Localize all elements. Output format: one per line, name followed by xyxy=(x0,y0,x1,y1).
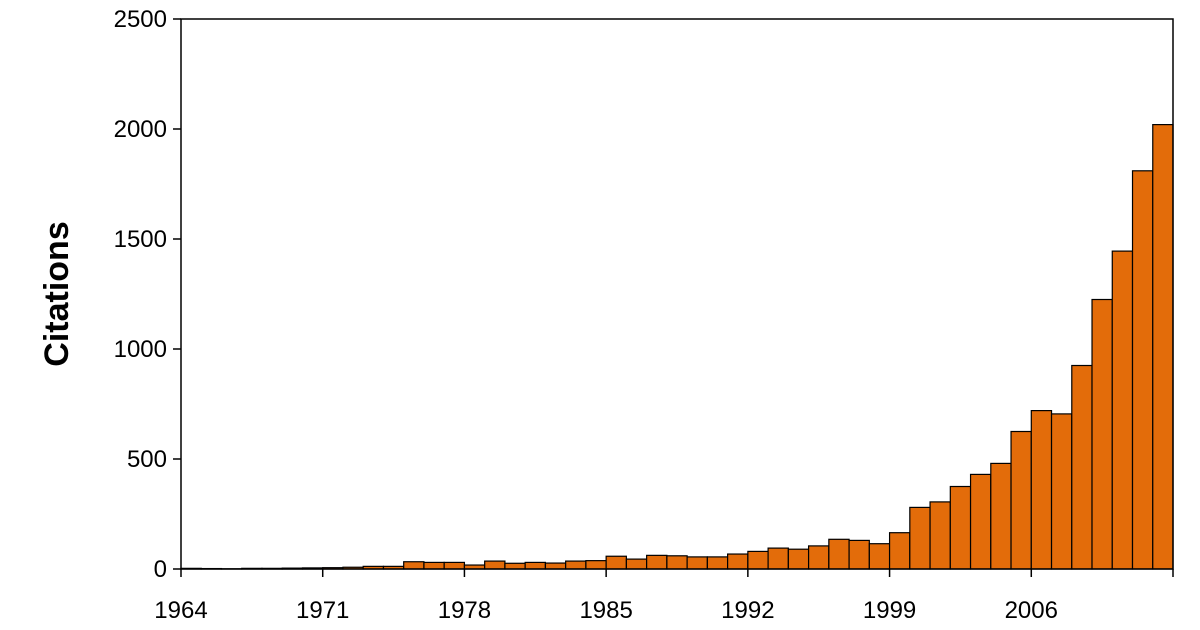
bar-2004 xyxy=(990,462,1012,570)
bar-1997 xyxy=(848,539,870,570)
bar-1988 xyxy=(666,555,688,570)
bar-1987 xyxy=(646,554,668,570)
bar-2000 xyxy=(909,506,931,570)
bar-1985 xyxy=(605,555,627,570)
bar-1975 xyxy=(403,561,425,570)
x-tick-label: 1992 xyxy=(721,597,774,624)
bar-2006 xyxy=(1030,410,1053,570)
bar-2005 xyxy=(1010,430,1032,570)
bar-1981 xyxy=(524,561,546,570)
bar-2002 xyxy=(949,485,972,570)
x-tick-label: 2006 xyxy=(1005,597,1058,624)
bar-1976 xyxy=(423,561,445,570)
plot-frame xyxy=(180,18,1174,570)
bars-layer xyxy=(180,123,1174,570)
bar-1990 xyxy=(706,556,729,570)
bar-2007 xyxy=(1050,413,1073,570)
bar-1986 xyxy=(625,558,648,570)
x-tick-label: 1964 xyxy=(154,597,207,624)
y-tick-label: 2500 xyxy=(114,6,167,33)
bar-2011 xyxy=(1131,170,1154,570)
bar-2003 xyxy=(969,473,992,570)
bar-1989 xyxy=(686,556,708,570)
y-tick-label: 1500 xyxy=(114,226,167,253)
bar-1982 xyxy=(544,562,567,570)
bar-2010 xyxy=(1111,250,1134,570)
bar-2001 xyxy=(929,501,951,570)
bar-2008 xyxy=(1071,364,1093,570)
bar-1995 xyxy=(807,545,830,570)
x-tick-label: 1985 xyxy=(579,597,632,624)
bar-1993 xyxy=(767,547,789,570)
bar-1980 xyxy=(504,562,526,570)
bar-1977 xyxy=(443,561,466,570)
y-tick-label: 500 xyxy=(127,446,167,473)
bar-1998 xyxy=(868,543,891,570)
y-axis: 0 500 1000 1500 2000 2500 xyxy=(114,6,181,583)
bar-1991 xyxy=(727,553,749,570)
y-tick-label: 0 xyxy=(154,556,167,583)
y-tick-label: 2000 xyxy=(114,116,167,143)
y-tick-label: 1000 xyxy=(114,336,167,363)
x-axis: 1964 1971 1978 1985 1992 1999 2006 xyxy=(154,569,1174,624)
bar-1994 xyxy=(787,548,810,570)
bar-1983 xyxy=(565,560,587,570)
bar-1984 xyxy=(585,560,607,570)
bar-2009 xyxy=(1091,298,1113,570)
bar-1992 xyxy=(747,550,769,570)
x-tick-label: 1978 xyxy=(438,597,491,624)
bar-1996 xyxy=(828,538,850,570)
x-tick-label: 1971 xyxy=(296,597,349,624)
bar-2012 xyxy=(1152,123,1174,570)
y-axis-title: Citations xyxy=(38,221,76,366)
x-tick-label: 1999 xyxy=(863,597,916,624)
bar-1999 xyxy=(888,532,911,570)
bar-1979 xyxy=(484,560,506,570)
